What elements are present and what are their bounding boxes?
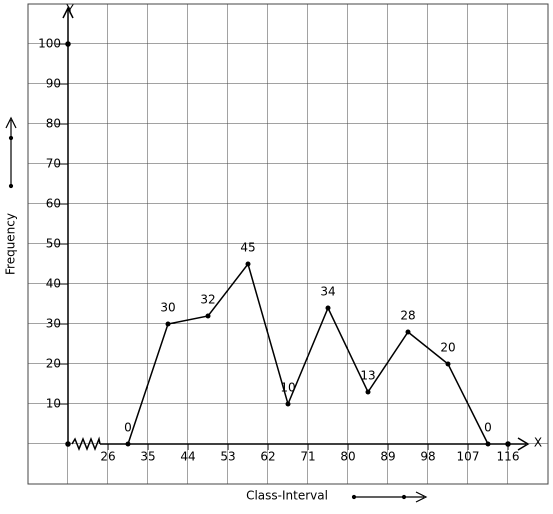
y-tick-label: 50 (46, 237, 61, 251)
x-tick-label: 107 (457, 450, 480, 464)
y-tick-label: 60 (46, 197, 61, 211)
data-point (165, 321, 171, 327)
y-tick-label: 20 (46, 357, 61, 371)
y-tick-label: 10 (46, 397, 61, 411)
graph-paper (27, 3, 549, 485)
x-tick-label: 35 (140, 450, 155, 464)
y-tick-label: 70 (46, 157, 61, 171)
x-axis-label: Class-Interval (246, 489, 328, 503)
data-label: 0 (484, 421, 492, 435)
x-tick-label: 26 (100, 450, 115, 464)
data-label: 10 (280, 381, 295, 395)
y-tick-label: 90 (46, 77, 61, 91)
x-tick-label: 116 (497, 450, 520, 464)
data-label: 13 (360, 369, 375, 383)
data-label: 34 (320, 285, 335, 299)
data-point (285, 401, 291, 407)
data-point (485, 441, 491, 447)
x-tick-label: 53 (220, 450, 235, 464)
x-tick-label: 80 (340, 450, 355, 464)
data-label: 28 (400, 309, 415, 323)
x-tick-label: 89 (380, 450, 395, 464)
data-point (405, 329, 411, 335)
data-point (205, 313, 211, 319)
x-tick-label: 71 (300, 450, 315, 464)
data-label: 0 (124, 421, 132, 435)
y-tick-label: 30 (46, 317, 61, 331)
decor-arrows (5, 116, 428, 503)
y-tick-label: 100 (38, 37, 61, 51)
data-point (445, 361, 451, 367)
x-tick-label: 44 (180, 450, 195, 464)
data-label: 32 (200, 293, 215, 307)
data-point (325, 305, 331, 311)
data-label: 45 (240, 241, 255, 255)
data-point (365, 389, 371, 395)
data-label: 30 (160, 301, 175, 315)
data-label: 20 (440, 341, 455, 355)
y-tick-label: 40 (46, 277, 61, 291)
x-tick-label: 62 (260, 450, 275, 464)
y-axis-name: Y (65, 3, 74, 17)
data-line (127, 262, 489, 445)
x-tick-label: 98 (420, 450, 435, 464)
x-axis-name: X (534, 436, 542, 450)
data-point (245, 261, 251, 267)
y-tick-label: 80 (46, 117, 61, 131)
data-point (125, 441, 131, 447)
y-axis-label: Frequency (4, 213, 18, 275)
